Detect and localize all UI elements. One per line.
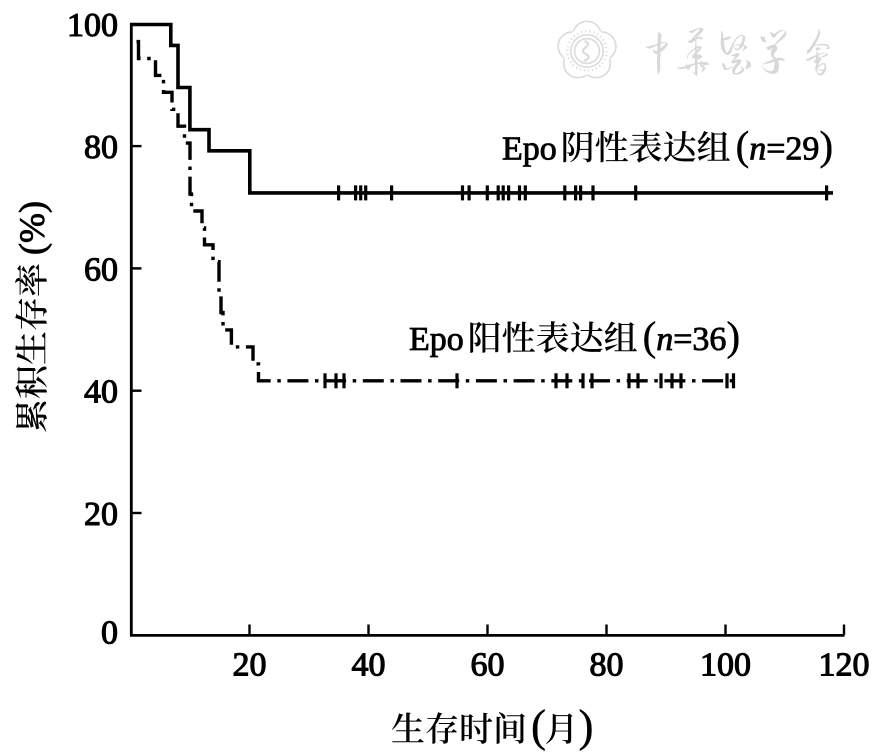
svg-text:100: 100 — [700, 647, 751, 684]
svg-text:(n=29): (n=29) — [736, 123, 834, 169]
svg-text:Epo: Epo — [502, 131, 557, 168]
svg-text:100: 100 — [67, 7, 118, 44]
svg-text:20: 20 — [233, 647, 267, 684]
svg-text:(%): (%) — [12, 201, 52, 255]
svg-text:40: 40 — [352, 647, 386, 684]
svg-text:(n=36): (n=36) — [643, 313, 741, 359]
svg-text:80: 80 — [84, 129, 118, 166]
svg-text:40: 40 — [84, 374, 118, 411]
svg-text:120: 120 — [819, 647, 870, 684]
svg-text:80: 80 — [590, 647, 624, 684]
svg-text:0: 0 — [101, 615, 118, 652]
svg-text:Epo: Epo — [409, 321, 464, 358]
svg-text:(: ( — [531, 701, 546, 751]
svg-text:60: 60 — [84, 251, 118, 288]
svg-text:60: 60 — [471, 647, 505, 684]
svg-text:20: 20 — [84, 496, 118, 533]
svg-text:): ) — [579, 701, 594, 751]
